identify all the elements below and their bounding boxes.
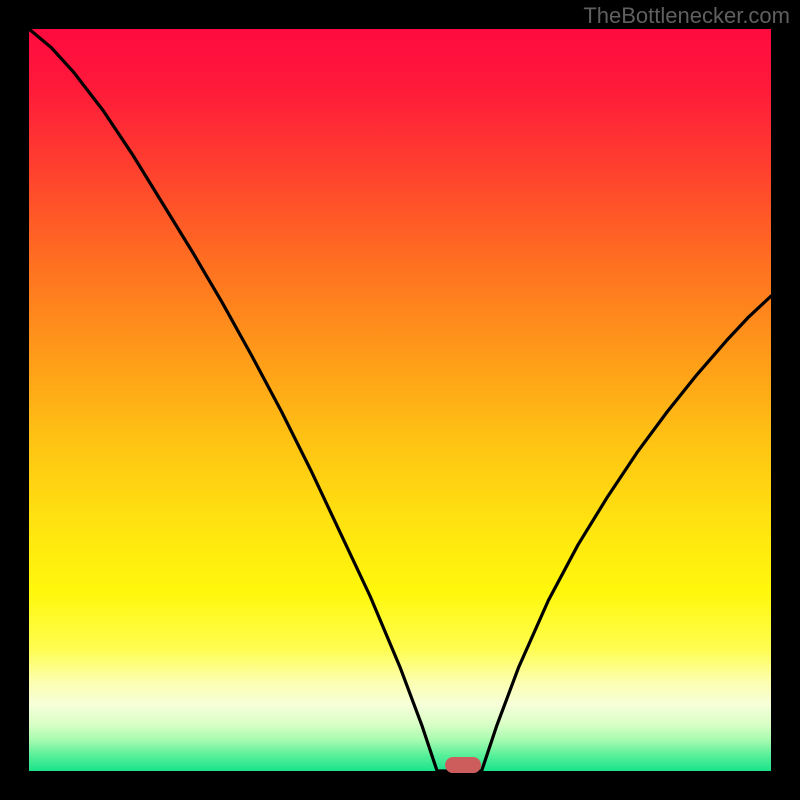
optimal-marker bbox=[445, 757, 481, 773]
bottleneck-chart bbox=[0, 0, 800, 800]
plot-background bbox=[29, 29, 771, 771]
stage: TheBottlenecker.com bbox=[0, 0, 800, 800]
watermark-text: TheBottlenecker.com bbox=[583, 3, 790, 29]
